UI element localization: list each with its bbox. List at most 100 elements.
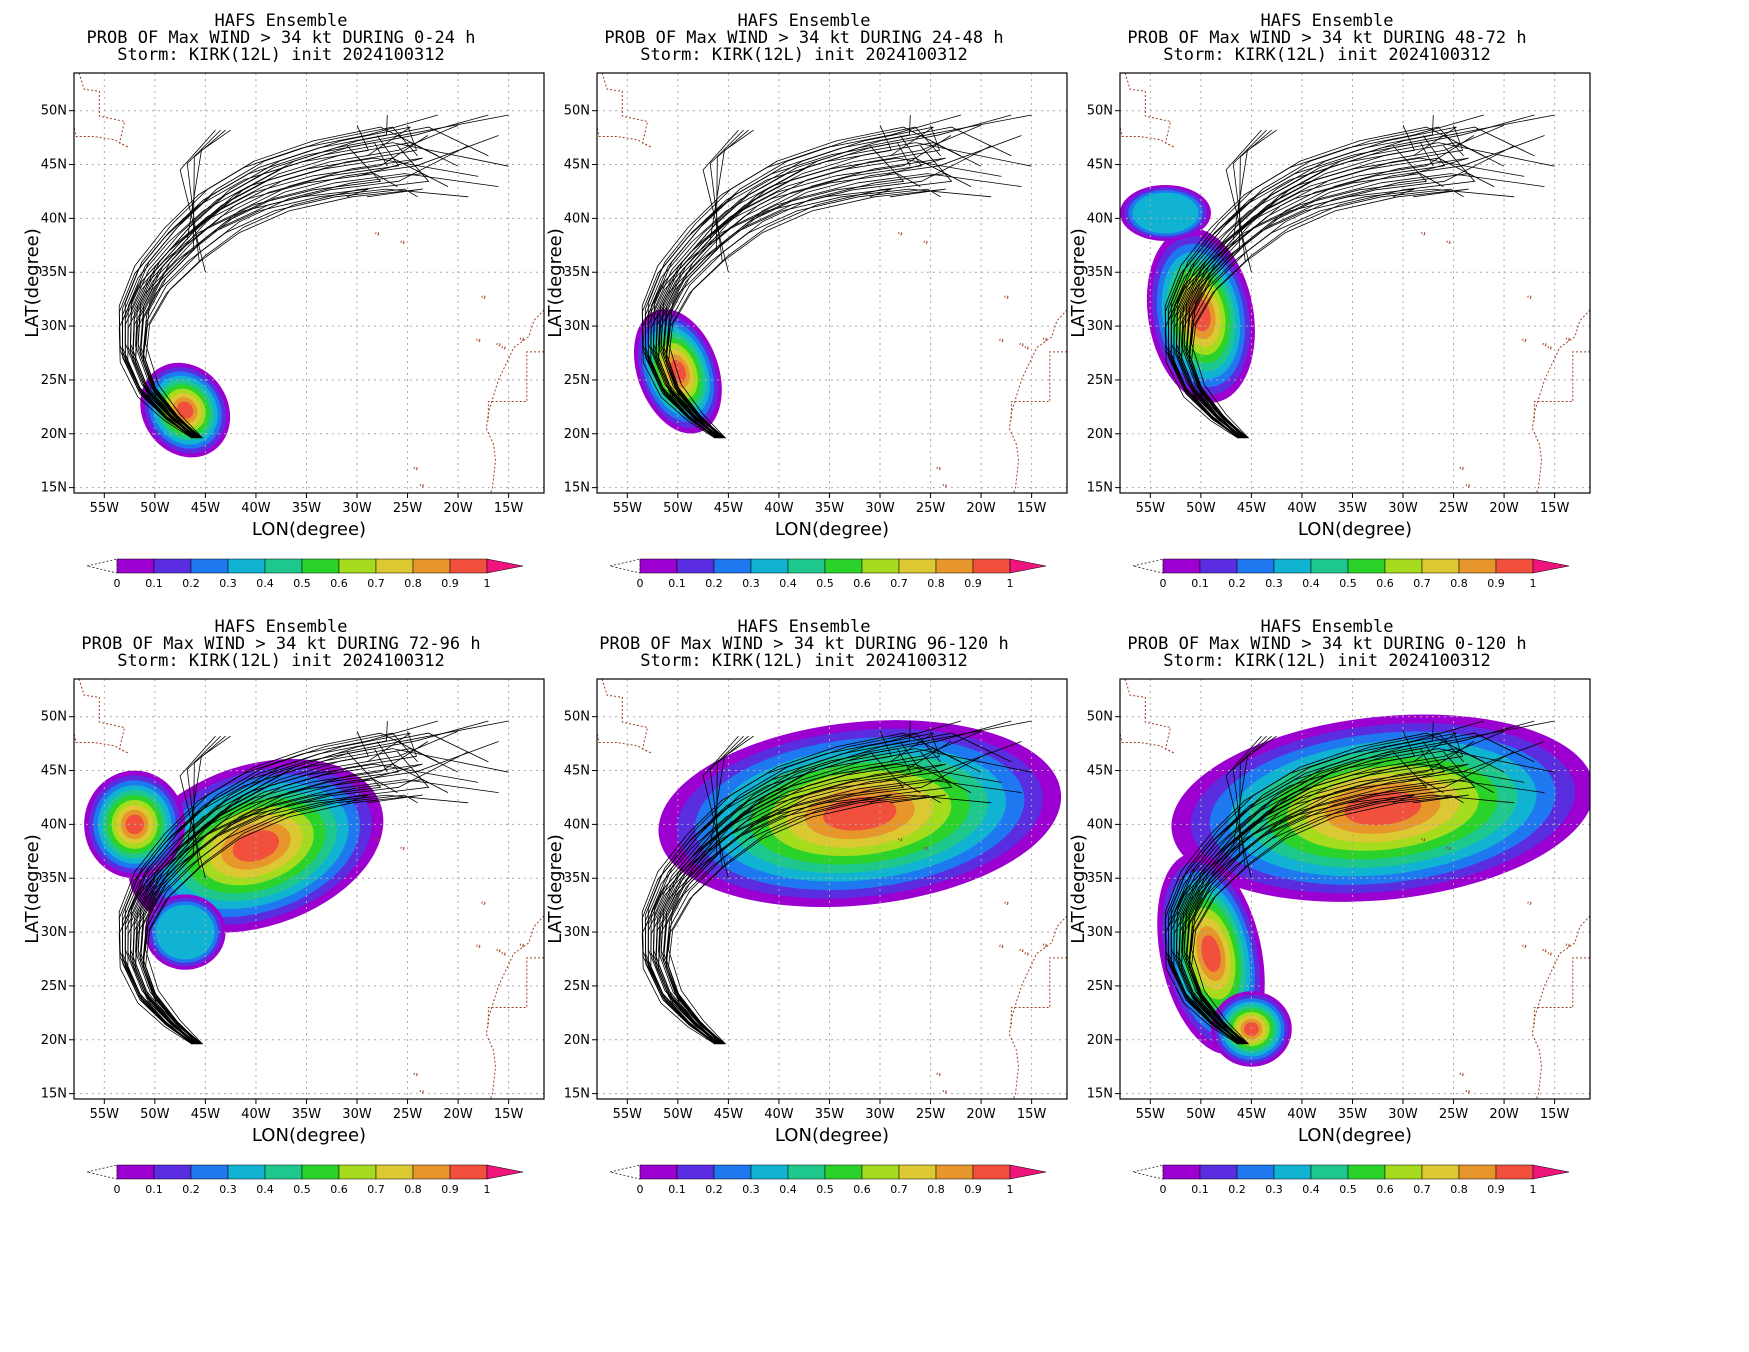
island-outline <box>1465 483 1470 488</box>
ensemble-track <box>715 129 749 251</box>
colorbar-segment <box>116 1164 155 1180</box>
lon-tick-labels: 55W 50W 45W 40W 35W 30W 25W 20W 15W <box>613 1099 1046 1122</box>
colorbar-label: 0.3 <box>219 577 237 590</box>
island-outline <box>1042 337 1047 341</box>
ensemble-track <box>1186 135 1545 439</box>
lat-tick-label: 35N <box>41 871 67 886</box>
lat-tick-label: 40N <box>1087 211 1113 226</box>
colorbar-segment <box>264 1164 303 1180</box>
colorbar-label: 0.2 <box>705 1183 723 1196</box>
colorbar-segment <box>639 558 678 574</box>
ensemble-track <box>1167 157 1525 439</box>
colorbar: 0 0.1 0.2 0.3 0.4 0.5 0.6 0.7 0.8 0.9 1 <box>86 1164 524 1196</box>
colorbar-under-arrow <box>86 1164 118 1180</box>
lat-tick-label: 50N <box>1087 104 1113 119</box>
colorbar-label: 0 <box>114 1183 121 1196</box>
ensemble-track <box>1175 142 1555 439</box>
ensemble-track <box>140 135 499 439</box>
ensemble-track <box>709 129 744 262</box>
newfoundland-coast <box>1120 679 1175 754</box>
coastlines <box>74 679 544 1099</box>
island-outline <box>1542 948 1547 953</box>
ensemble-track <box>140 125 418 439</box>
probability-shading <box>140 362 231 458</box>
colorbar-label: 0.4 <box>779 577 797 590</box>
ensemble-track <box>1191 732 1535 1045</box>
ensemble-track <box>644 763 1002 1045</box>
colorbar-label: 0.6 <box>853 1183 871 1196</box>
panel-title-model: HAFS Ensemble <box>214 11 347 31</box>
grid-lines <box>597 73 1067 493</box>
colorbar-segment <box>153 558 192 574</box>
probability-contour <box>1201 935 1221 972</box>
island-outline <box>898 837 903 842</box>
island-outline <box>419 1089 424 1094</box>
lon-tick-label: 40W <box>1287 501 1317 516</box>
colorbar-label: 0 <box>1160 577 1167 590</box>
lon-tick-label: 25W <box>916 1107 946 1122</box>
colorbar-label: 0.1 <box>145 1183 163 1196</box>
africa-coast <box>1531 915 1590 1099</box>
lat-tick-label: 15N <box>41 481 67 496</box>
lat-tick-label: 45N <box>41 158 67 173</box>
ensemble-track <box>186 735 221 868</box>
colorbar-label: 0.8 <box>1450 577 1468 590</box>
lat-tick-label: 35N <box>1087 265 1113 280</box>
island-outline <box>1522 944 1527 949</box>
colorbar-label: 0.5 <box>816 577 834 590</box>
ensemble-track <box>121 763 479 1045</box>
lon-tick-label: 30W <box>865 501 895 516</box>
lat-tick-label: 40N <box>41 817 67 832</box>
lat-tick-label: 50N <box>564 104 590 119</box>
lon-tick-label: 35W <box>1338 501 1368 516</box>
ensemble-track <box>1232 129 1277 240</box>
ensemble-track <box>1232 129 1267 262</box>
ensemble-track <box>1175 748 1555 1045</box>
lat-tick-labels: 15N 20N 25N 30N 35N 40N 45N 50N <box>564 710 597 1102</box>
lon-tick-label: 35W <box>815 501 845 516</box>
colorbar-label: 1 <box>484 577 491 590</box>
ensemble-track <box>652 157 951 439</box>
colorbar-label: 0.3 <box>219 1183 237 1196</box>
lat-tick-label: 25N <box>41 979 67 994</box>
colorbar-segment <box>1236 1164 1275 1180</box>
colorbar-label: 0.8 <box>927 577 945 590</box>
lon-tick-label: 45W <box>714 1107 744 1122</box>
ensemble-track <box>1181 114 1555 439</box>
map-frame <box>596 678 1068 1100</box>
island-outline <box>936 1072 941 1077</box>
probability-contour <box>177 401 194 419</box>
island-outline <box>519 337 524 341</box>
ensemble-track <box>647 732 962 1045</box>
lon-tick-labels: 55W 50W 45W 40W 35W 30W 25W 20W 15W <box>1136 1099 1569 1122</box>
ensemble-track <box>665 794 946 1045</box>
island-outline <box>1459 466 1464 471</box>
lon-tick-label: 35W <box>292 501 322 516</box>
ensemble-tracks <box>641 114 1032 439</box>
colorbar-segment <box>412 1164 451 1180</box>
map-area: 55W 50W 45W 40W 35W 30W 25W 20W 15W 15N 20N 25N 30N 3… <box>545 678 1068 1146</box>
colorbar-segment <box>861 1164 900 1180</box>
grid-lines <box>597 679 1067 1099</box>
lon-tick-label: 45W <box>1237 501 1267 516</box>
island-outline <box>1446 240 1451 245</box>
lat-tick-label: 30N <box>1087 925 1113 940</box>
colorbar-segment <box>1273 1164 1312 1180</box>
colorbar-label: 0.7 <box>890 1183 908 1196</box>
ensemble-track <box>1167 779 1444 1045</box>
colorbar-label: 0.1 <box>145 577 163 590</box>
colorbar-under-arrow <box>86 558 118 574</box>
ensemble-track <box>1167 763 1525 1045</box>
lon-tick-label: 55W <box>90 501 120 516</box>
lon-tick-label: 55W <box>1136 1107 1166 1122</box>
ensemble-tracks <box>641 720 1032 1045</box>
ensemble-track <box>658 720 1032 1045</box>
island-outline <box>400 240 405 245</box>
probability-shading <box>633 309 722 434</box>
panel-title-model: HAFS Ensemble <box>737 617 870 637</box>
colorbar-segment <box>935 558 974 574</box>
lon-tick-label: 30W <box>1388 501 1418 516</box>
